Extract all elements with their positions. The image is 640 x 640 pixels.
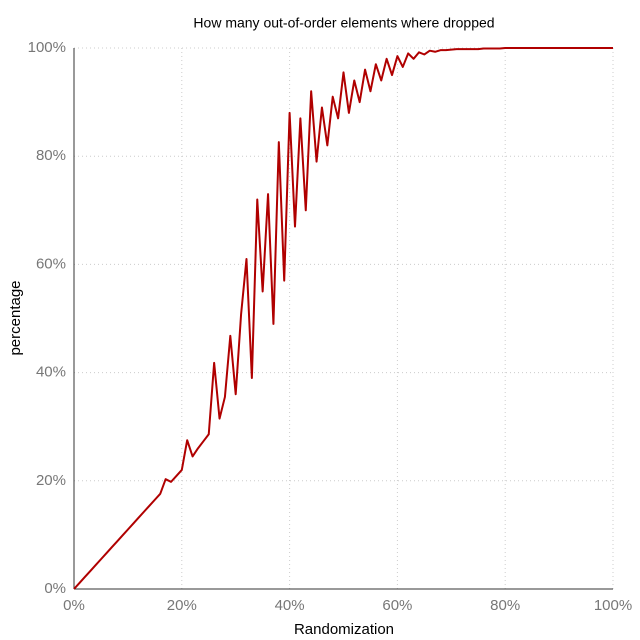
x-tick-label: 100%	[594, 597, 632, 614]
y-tick-label: 40%	[36, 364, 66, 381]
x-tick-label: 60%	[382, 597, 412, 614]
y-tick-label: 100%	[28, 39, 66, 56]
chart-title: How many out-of-order elements where dro…	[193, 15, 494, 31]
x-tick-label: 40%	[275, 597, 305, 614]
y-tick-label: 80%	[36, 147, 66, 164]
y-tick-label: 0%	[44, 580, 66, 597]
x-axis-label: Randomization	[294, 621, 394, 638]
x-tick-label: 0%	[63, 597, 85, 614]
data-line	[73, 47, 613, 590]
y-tick-label: 20%	[36, 472, 66, 489]
x-tick-label: 80%	[490, 597, 520, 614]
y-axis-label: percentage	[7, 280, 24, 355]
y-tick-label: 60%	[36, 255, 66, 272]
x-tick-label: 20%	[167, 597, 197, 614]
